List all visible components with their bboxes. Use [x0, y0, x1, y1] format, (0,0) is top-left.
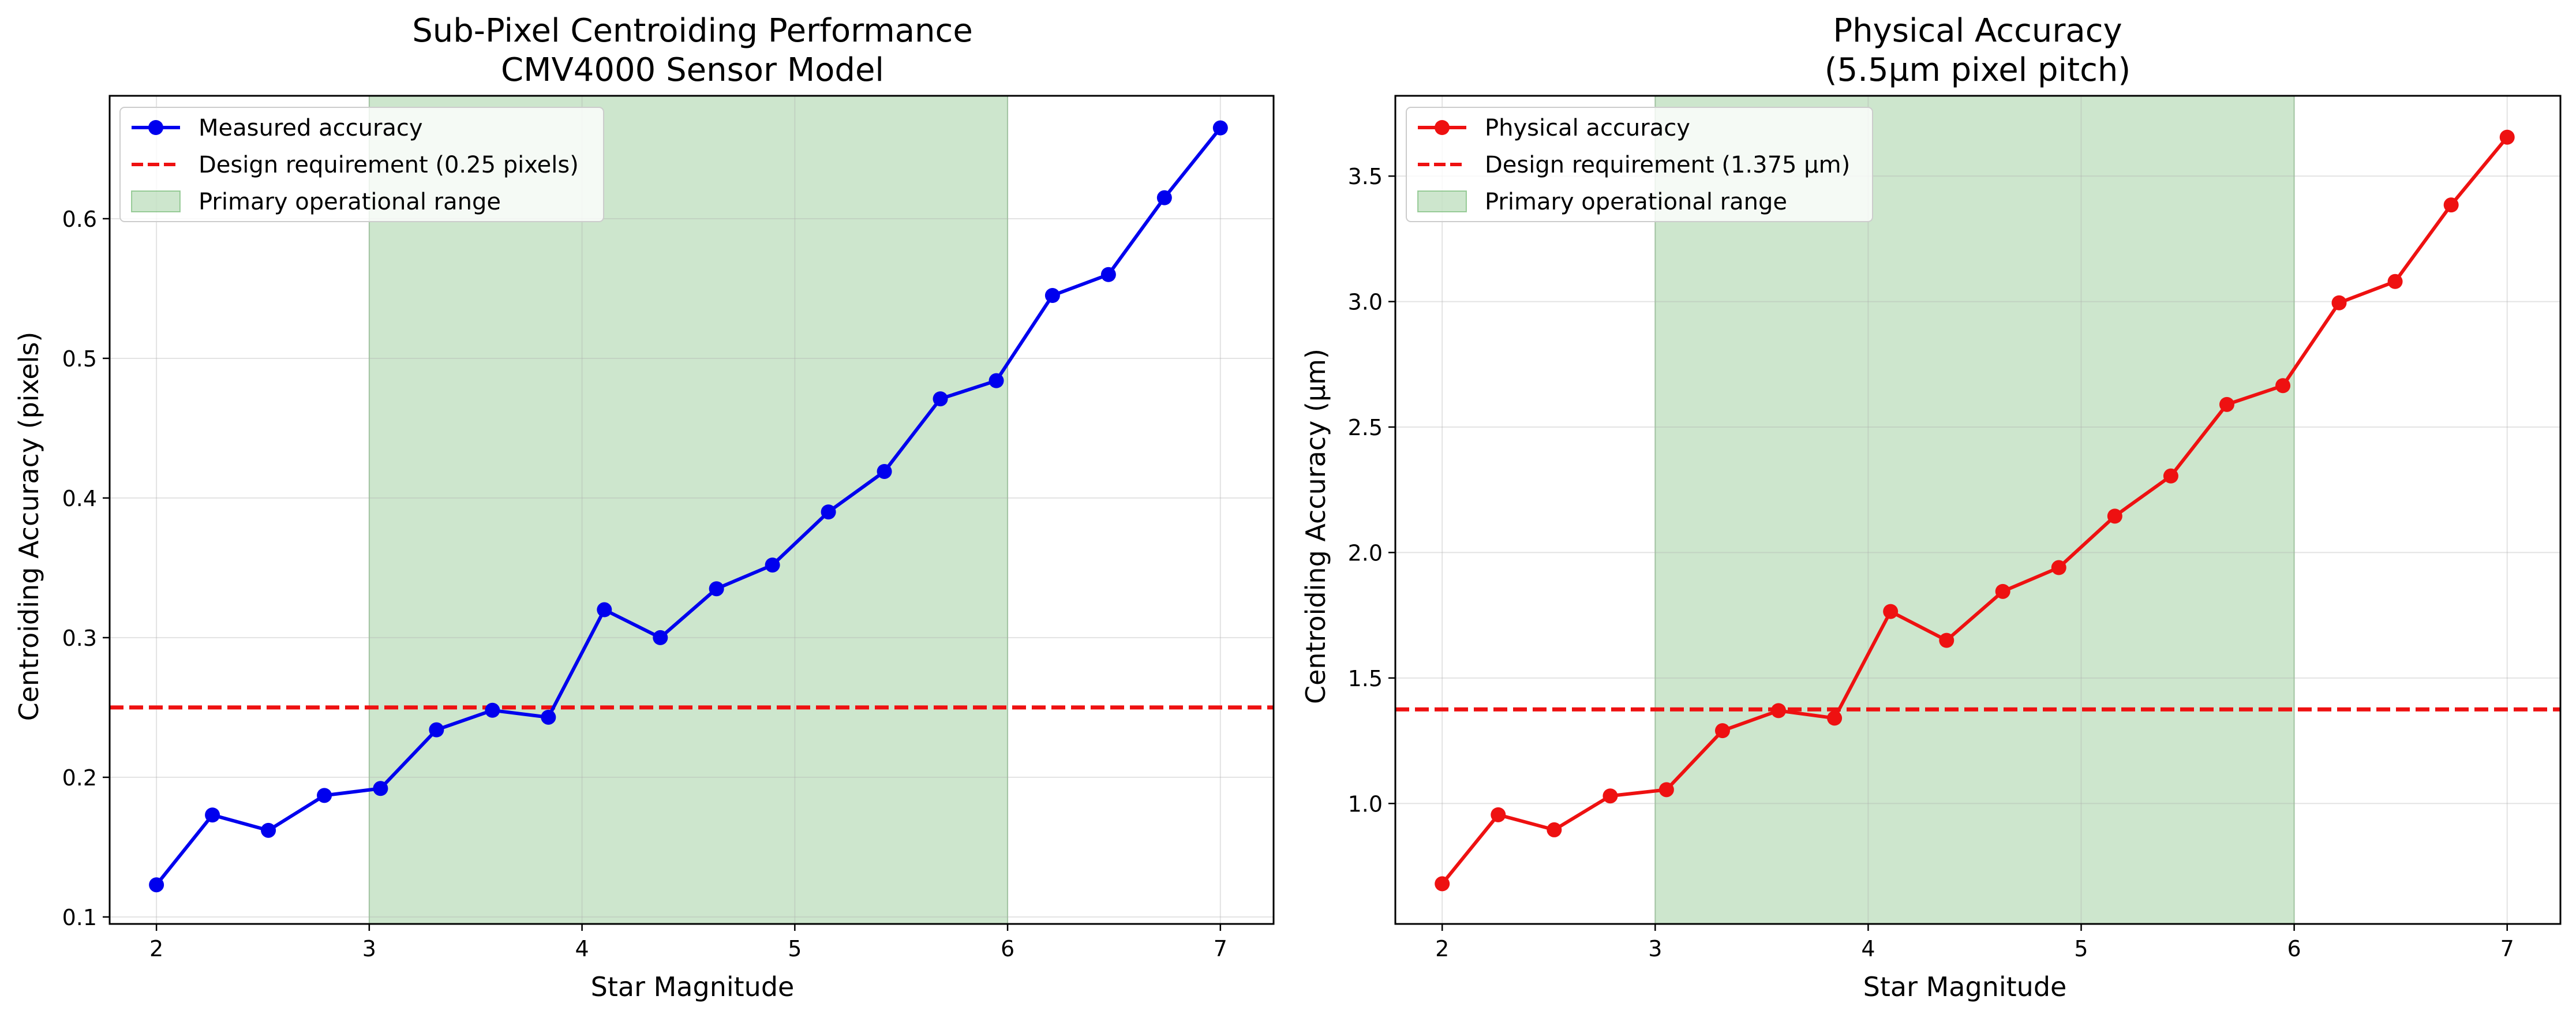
left-data-point-13	[877, 463, 892, 479]
right-data-point-17	[2387, 274, 2403, 289]
left-chart-x-axis-label: Star Magnitude	[591, 971, 795, 1002]
right-legend-physical-swatch-marker	[1435, 120, 1450, 135]
right-axes-frame	[1394, 95, 2562, 925]
right-data-point-10	[1995, 583, 2010, 599]
right-y-tick-label-4: 3.0	[1348, 290, 1383, 315]
right-data-point-11	[2051, 560, 2066, 575]
right-data-point-1	[1491, 807, 1506, 822]
left-chart-legend: Measured accuracy Design requirement (0.…	[119, 107, 604, 222]
left-y-tick-label-1: 0.2	[62, 765, 97, 791]
right-legend-box	[1406, 107, 1873, 222]
left-data-point-4	[373, 781, 388, 796]
left-x-tick-label-2: 4	[575, 936, 589, 961]
right-x-tick-label-1: 3	[1648, 936, 1662, 961]
right-y-tick-label-1: 1.5	[1348, 666, 1383, 691]
left-data-point-19	[1212, 120, 1228, 136]
right-legend-physical-label: Physical accuracy	[1485, 115, 1690, 141]
left-data-point-0	[149, 877, 164, 893]
left-y-tick-label-4: 0.5	[62, 346, 97, 372]
left-data-point-10	[709, 581, 724, 597]
left-chart-title-line-1: Sub-Pixel Centroiding Performance	[412, 12, 973, 50]
right-data-point-7	[1827, 710, 1843, 726]
left-plot-area: 2 3 4 5 6 7 0.1 0.2 0.3 0.4 0.5 0.6	[62, 95, 1275, 961]
left-data-point-11	[765, 557, 780, 573]
right-data-point-3	[1602, 788, 1618, 804]
right-plot-area: 2 3 4 5 6 7 1.0 1.5 2.0 2.5 3.0 3.5	[1348, 95, 2562, 961]
right-chart-panel: Physical Accuracy (5.5µm pixel pitch) St…	[1300, 12, 2562, 1002]
left-x-tick-label-3: 5	[788, 936, 802, 961]
right-legend-range-swatch	[1417, 190, 1467, 212]
right-data-point-8	[1883, 604, 1899, 619]
left-x-tick-label-1: 3	[362, 936, 376, 961]
right-operational-range-band	[1654, 95, 2295, 925]
left-legend-requirement-label: Design requirement (0.25 pixels)	[199, 152, 579, 178]
left-axes-frame	[108, 95, 1275, 925]
right-chart-y-axis-label: Centroiding Accuracy (µm)	[1300, 349, 1331, 704]
left-data-point-2	[261, 822, 276, 838]
left-y-tick-label-3: 0.4	[62, 486, 97, 511]
right-data-point-18	[2443, 197, 2459, 213]
left-x-tick-label-5: 7	[1214, 936, 1227, 961]
left-data-point-6	[485, 702, 500, 718]
right-data-point-16	[2331, 295, 2347, 310]
right-data-point-0	[1435, 876, 1450, 892]
left-series-0-line	[155, 126, 1222, 886]
right-data-point-14	[2219, 396, 2234, 412]
left-data-point-16	[1044, 288, 1060, 304]
right-data-point-15	[2275, 378, 2291, 394]
left-y-tick-label-5: 0.6	[62, 207, 97, 232]
right-data-point-9	[1939, 632, 1955, 648]
right-legend-requirement-label: Design requirement (1.375 µm)	[1485, 152, 1850, 178]
right-data-point-19	[2499, 129, 2515, 145]
left-data-point-18	[1156, 190, 1172, 205]
left-data-point-14	[933, 391, 948, 407]
right-x-tick-label-2: 4	[1861, 936, 1875, 961]
right-data-point-5	[1714, 723, 1730, 739]
right-x-tick-label-5: 7	[2500, 936, 2514, 961]
left-data-point-15	[989, 373, 1004, 388]
right-y-tick-label-3: 2.5	[1348, 415, 1383, 440]
left-y-tick-label-0: 0.1	[62, 905, 97, 930]
left-legend-box	[119, 107, 604, 222]
left-legend-range-swatch	[131, 190, 181, 212]
right-data-point-2	[1547, 822, 1562, 837]
left-data-point-1	[205, 807, 220, 823]
left-x-tick-label-4: 6	[1001, 936, 1014, 961]
left-legend-range-label: Primary operational range	[199, 189, 501, 215]
right-y-tick-label-5: 3.5	[1348, 164, 1383, 189]
left-x-tick-label-0: 2	[149, 936, 163, 961]
left-legend-measured-label: Measured accuracy	[199, 115, 423, 141]
left-data-point-12	[821, 504, 836, 520]
left-data-point-17	[1100, 267, 1116, 282]
left-data-point-3	[317, 788, 332, 803]
right-legend-range-label: Primary operational range	[1485, 189, 1787, 215]
right-series-0-line	[1440, 136, 2509, 885]
left-operational-range-band	[368, 95, 1009, 925]
left-data-point-8	[597, 602, 612, 617]
left-data-point-7	[541, 709, 556, 725]
left-data-point-9	[653, 630, 668, 645]
right-data-point-13	[2163, 468, 2178, 484]
right-chart-legend: Physical accuracy Design requirement (1.…	[1406, 107, 1873, 222]
left-chart-y-axis-label: Centroiding Accuracy (pixels)	[13, 332, 44, 721]
right-x-tick-label-3: 5	[2074, 936, 2088, 961]
right-data-point-4	[1658, 782, 1674, 798]
right-chart-title-line-1: Physical Accuracy	[1833, 12, 2122, 50]
right-data-point-6	[1771, 703, 1787, 718]
right-chart-title-line-2: (5.5µm pixel pitch)	[1825, 51, 2131, 89]
right-y-tick-label-0: 1.0	[1348, 791, 1383, 817]
left-chart-title-line-2: CMV4000 Sensor Model	[501, 51, 884, 89]
left-data-point-5	[429, 722, 444, 738]
left-chart-panel: Sub-Pixel Centroiding Performance CMV400…	[13, 12, 1275, 1002]
right-data-point-12	[2107, 508, 2122, 524]
right-x-tick-label-4: 6	[2287, 936, 2301, 961]
left-y-tick-label-2: 0.3	[62, 626, 97, 651]
right-x-tick-label-0: 2	[1435, 936, 1449, 961]
right-y-tick-label-2: 2.0	[1348, 540, 1383, 566]
left-legend-measured-swatch-marker	[148, 120, 163, 135]
right-chart-x-axis-label: Star Magnitude	[1863, 971, 2067, 1002]
